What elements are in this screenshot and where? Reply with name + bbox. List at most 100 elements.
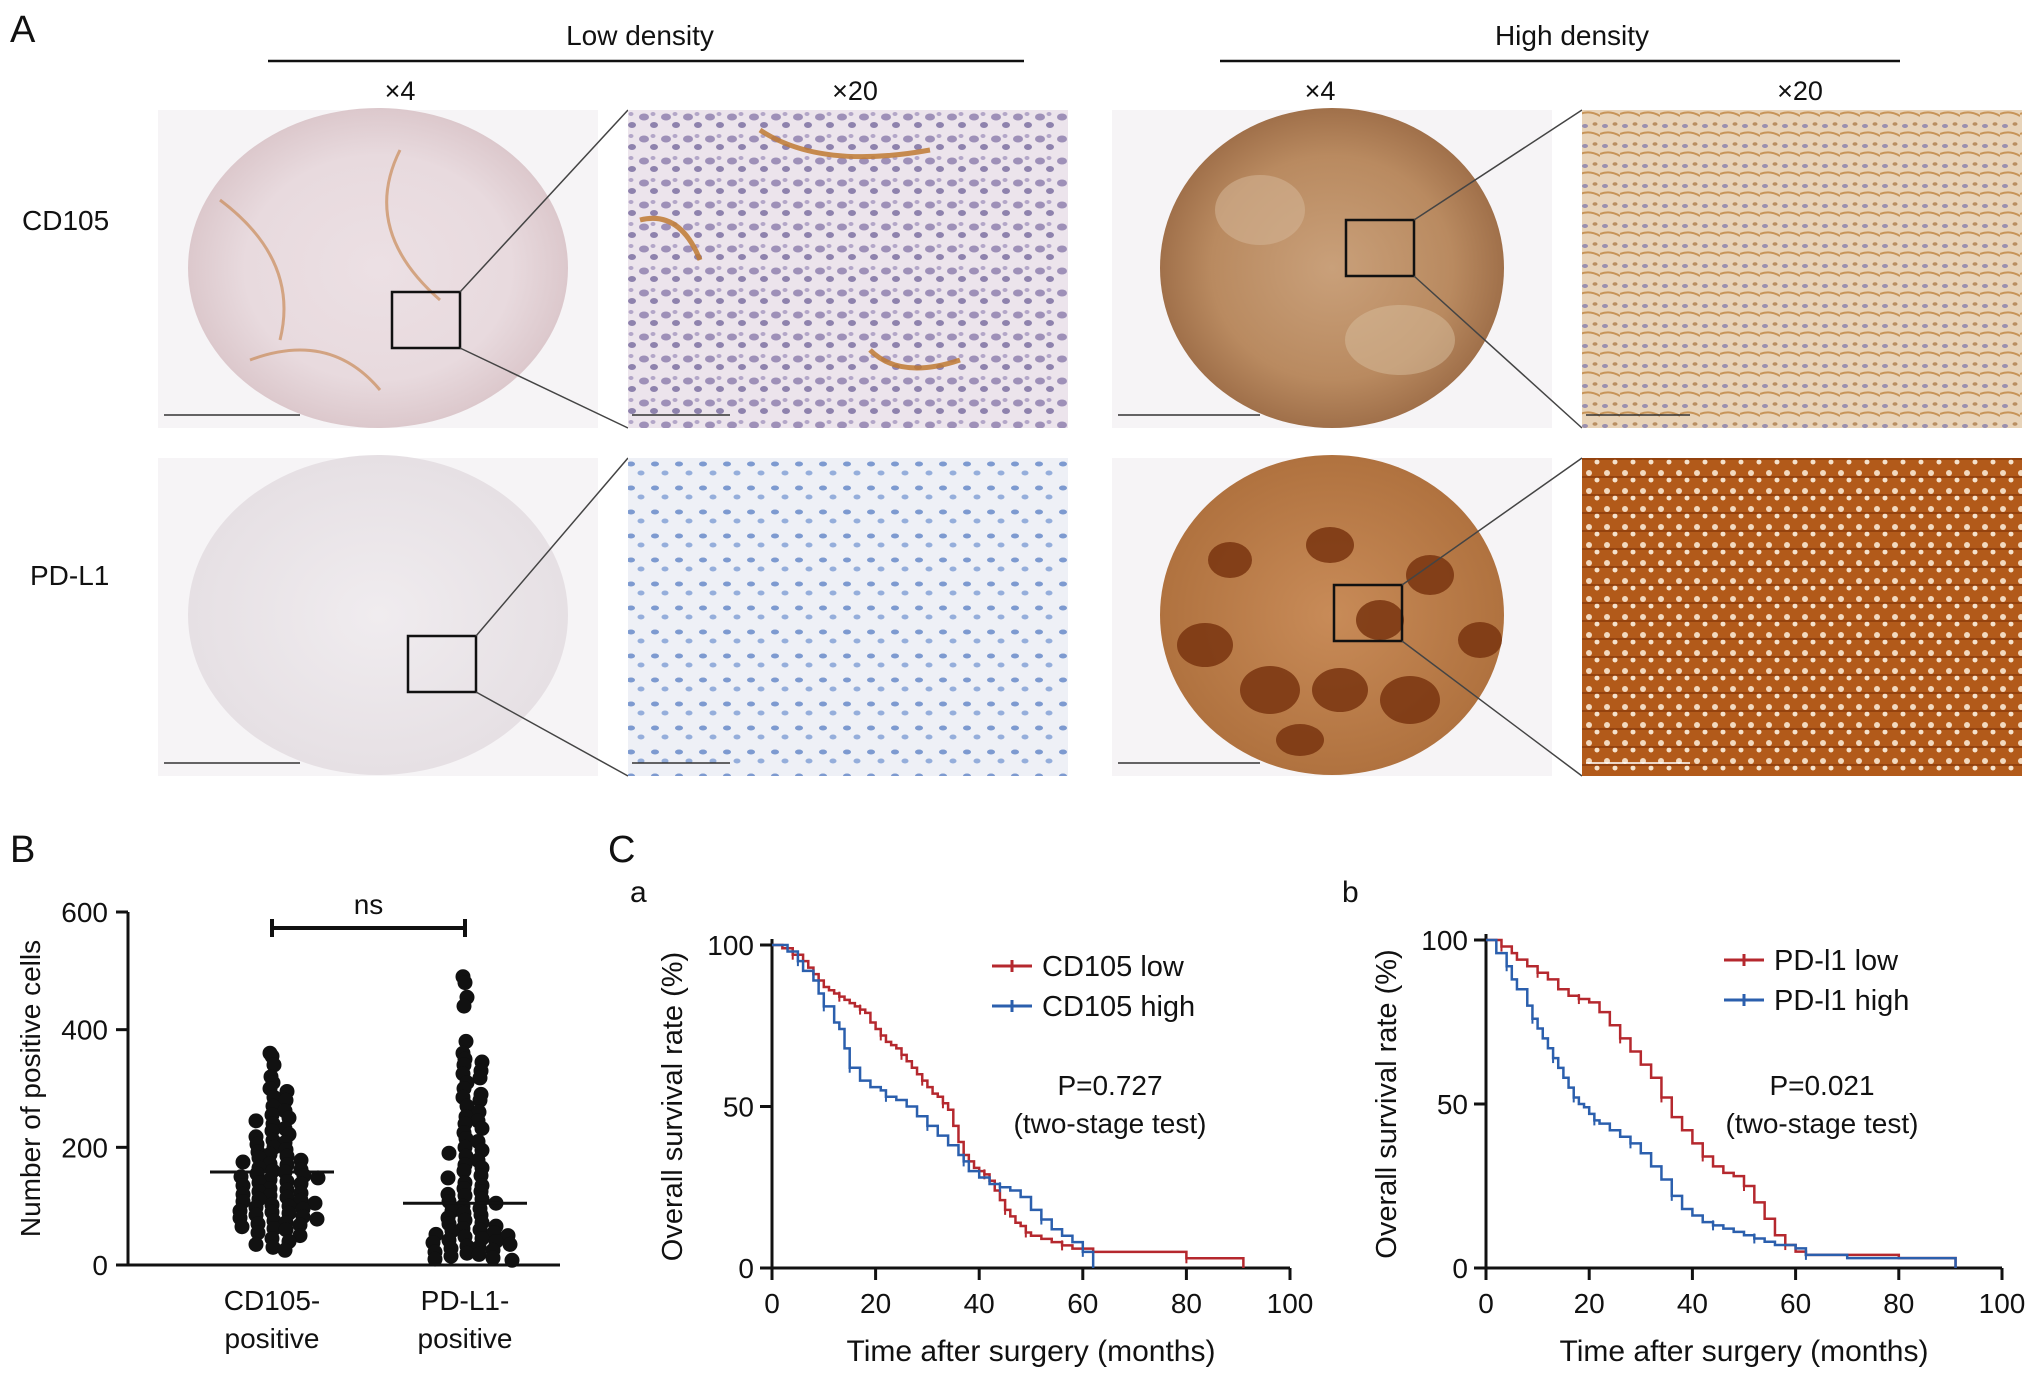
- zoom-line: [475, 457, 629, 637]
- data-point: [456, 1163, 472, 1179]
- data-point: [471, 1246, 487, 1262]
- y-tick-label: 200: [61, 1132, 108, 1163]
- x-category-label: positive: [418, 1323, 513, 1354]
- zoom-line: [475, 691, 629, 777]
- survival-curve-low: [1486, 938, 1957, 1268]
- panel-c-sub-b: b: [1342, 876, 1359, 909]
- data-point: [443, 1248, 459, 1264]
- data-point: [458, 1033, 474, 1049]
- data-point: [456, 998, 472, 1014]
- y-tick-label: 50: [723, 1092, 754, 1123]
- zoom-line: [1413, 109, 1583, 221]
- y-tick-label: 0: [1452, 1253, 1468, 1284]
- mag-low-x4: ×4: [385, 76, 416, 106]
- micrograph-cd105-low-x4: [158, 108, 598, 428]
- zoom-line: [1413, 275, 1583, 429]
- x-category-label: CD105-: [224, 1285, 320, 1316]
- survival-curve-low: [772, 943, 1245, 1268]
- x-tick-label: 60: [1067, 1288, 1098, 1319]
- y-tick-label: 600: [61, 897, 108, 928]
- y-tick-label: 100: [1421, 925, 1468, 956]
- micrograph-pdl1-high-x20: [1582, 458, 2022, 776]
- data-point: [277, 1242, 293, 1258]
- row-label-cd105: CD105: [22, 205, 109, 236]
- data-point: [504, 1252, 520, 1268]
- data-point: [427, 1251, 443, 1267]
- data-point: [441, 1145, 457, 1161]
- x-tick-label: 40: [964, 1288, 995, 1319]
- panel-c-label: C: [608, 829, 635, 871]
- test-name-b: (two-stage test): [1726, 1108, 1919, 1139]
- row-label-pdl1: PD-L1: [30, 560, 109, 591]
- p-value-b: P=0.021: [1769, 1070, 1874, 1101]
- data-point: [310, 1170, 326, 1186]
- chart-c-a: 0 50 100 0 20 40 60 80 100 Time after surgery (mo…: [657, 930, 1313, 1368]
- legend-label: PD-l1 low: [1774, 945, 1899, 977]
- data-point: [278, 1222, 294, 1238]
- zoom-line: [459, 109, 629, 293]
- data-point: [440, 1170, 456, 1186]
- data-point: [248, 1113, 264, 1129]
- mag-low-x20: ×20: [832, 76, 878, 106]
- chart-b: 0 200 400 600 Number of positive cells CD105-…: [15, 889, 560, 1354]
- legend-label: PD-l1 high: [1774, 985, 1909, 1017]
- x-tick-label: 100: [1267, 1288, 1314, 1319]
- x-axis-label: Time after surgery (months): [1560, 1335, 1929, 1368]
- data-point: [307, 1195, 323, 1211]
- x-tick-label: 60: [1780, 1288, 1811, 1319]
- x-tick-label: 20: [860, 1288, 891, 1319]
- data-point: [457, 975, 473, 991]
- data-point: [309, 1211, 325, 1227]
- low-density-label: Low density: [566, 20, 714, 51]
- x-tick-label: 80: [1171, 1288, 1202, 1319]
- zoom-line: [1401, 640, 1583, 777]
- data-point: [292, 1228, 308, 1244]
- y-axis-label: Number of positive cells: [15, 940, 46, 1237]
- y-tick-label: 100: [707, 930, 754, 961]
- x-tick-label: 100: [1979, 1288, 2026, 1319]
- data-point: [459, 1245, 475, 1261]
- high-density-label: High density: [1495, 20, 1649, 51]
- test-name-a: (two-stage test): [1014, 1108, 1207, 1139]
- x-tick-label: 0: [1478, 1288, 1494, 1319]
- micrograph-pdl1-low-x20: [628, 458, 1068, 776]
- y-axis-label: Overall survival rate (%): [657, 952, 689, 1261]
- x-axis-label: Time after surgery (months): [847, 1335, 1216, 1368]
- data-point: [472, 1092, 488, 1108]
- data-point: [235, 1154, 251, 1170]
- data-point: [234, 1219, 250, 1235]
- significance-label: ns: [354, 889, 384, 920]
- micrograph-cd105-high-x20: [1582, 110, 2022, 428]
- micrograph-pdl1-high-x4: [1112, 455, 1552, 776]
- data-point: [502, 1236, 518, 1252]
- x-tick-label: 0: [764, 1288, 780, 1319]
- data-point: [485, 1250, 501, 1266]
- mag-high-x4: ×4: [1305, 76, 1336, 106]
- legend-label: CD105 high: [1042, 991, 1195, 1023]
- y-axis-label: Overall survival rate (%): [1371, 949, 1403, 1258]
- zoom-line: [459, 347, 629, 429]
- y-tick-label: 0: [738, 1253, 754, 1284]
- panel-c-sub-a: a: [630, 876, 647, 909]
- panel-a-label: A: [10, 9, 36, 51]
- x-tick-label: 80: [1883, 1288, 1914, 1319]
- data-point: [292, 1217, 308, 1233]
- p-value-a: P=0.727: [1057, 1070, 1162, 1101]
- data-point: [250, 1225, 266, 1241]
- data-point: [472, 1070, 488, 1086]
- y-tick-label: 400: [61, 1015, 108, 1046]
- micrograph-pdl1-low-x4: [158, 455, 598, 776]
- data-point: [248, 1236, 264, 1252]
- zoom-line: [1401, 457, 1583, 586]
- legend-label: CD105 low: [1042, 951, 1185, 983]
- data-point: [474, 1121, 490, 1137]
- chart-c-b: 0 50 100 0 20 40 60 80 100 Time after surgery (mo…: [1371, 925, 2025, 1368]
- mag-high-x20: ×20: [1777, 76, 1823, 106]
- data-point: [265, 1239, 281, 1255]
- x-tick-label: 20: [1574, 1288, 1605, 1319]
- y-tick-label: 50: [1437, 1089, 1468, 1120]
- data-point: [266, 1057, 282, 1073]
- x-category-label: positive: [225, 1323, 320, 1354]
- x-tick-label: 40: [1677, 1288, 1708, 1319]
